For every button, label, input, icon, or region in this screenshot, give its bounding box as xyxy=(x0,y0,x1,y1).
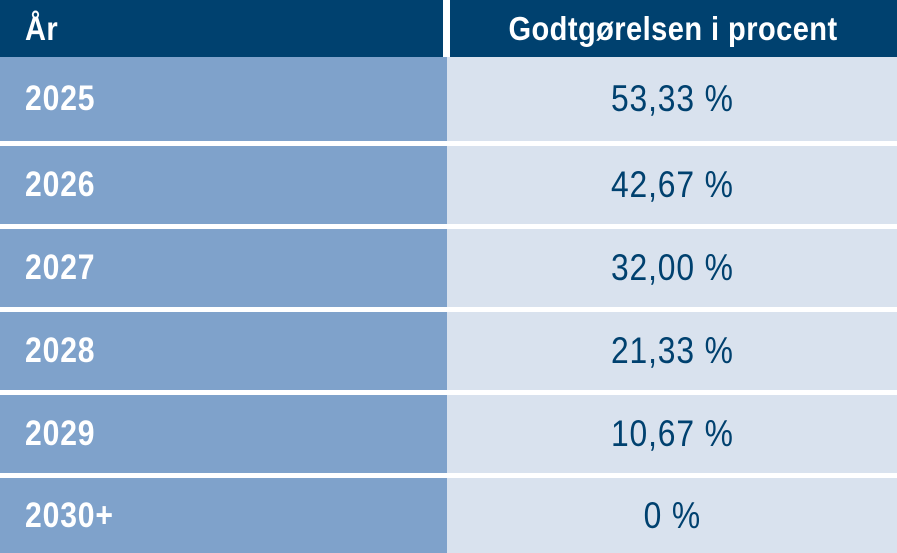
year-label: 2029 xyxy=(25,414,96,453)
table-row-2029: 2029 10,67 % xyxy=(0,395,897,473)
value-label: 21,33 % xyxy=(610,330,734,371)
value-cell: 10,67 % xyxy=(447,395,897,473)
year-column-header: År xyxy=(0,0,443,57)
year-label: 2027 xyxy=(25,248,96,287)
value-cell: 53,33 % xyxy=(447,57,897,141)
year-label: 2028 xyxy=(25,331,96,370)
table-row-2026: 2026 42,67 % xyxy=(0,146,897,224)
year-label: 2030+ xyxy=(25,495,114,535)
table-row-2027: 2027 32,00 % xyxy=(0,229,897,307)
year-cell: 2027 xyxy=(0,229,447,307)
value-cell: 32,00 % xyxy=(447,229,897,307)
value-cell: 42,67 % xyxy=(447,146,897,224)
year-cell: 2028 xyxy=(0,312,447,390)
value-cell: 0 % xyxy=(447,478,897,553)
year-cell: 2030+ xyxy=(0,478,447,553)
table-row-2030plus: 2030+ 0 % xyxy=(0,478,897,553)
year-cell: 2029 xyxy=(0,395,447,473)
value-label: 10,67 % xyxy=(610,413,734,454)
year-label: 2026 xyxy=(25,165,96,204)
table-row-2025: 2025 53,33 % xyxy=(0,57,897,141)
year-column-header-label: År xyxy=(25,9,59,47)
table-header-row: År Godtgørelsen i procent xyxy=(0,0,897,57)
value-label: 0 % xyxy=(643,494,701,536)
value-column-header-label: Godtgørelsen i procent xyxy=(508,9,839,47)
value-label: 53,33 % xyxy=(610,78,734,119)
year-label: 2025 xyxy=(25,79,96,118)
year-cell: 2026 xyxy=(0,146,447,224)
column-divider xyxy=(443,0,450,57)
value-column-header: Godtgørelsen i procent xyxy=(450,0,897,57)
year-cell: 2025 xyxy=(0,57,447,141)
value-label: 32,00 % xyxy=(610,247,734,288)
value-label: 42,67 % xyxy=(610,164,734,205)
table-row-2028: 2028 21,33 % xyxy=(0,312,897,390)
value-cell: 21,33 % xyxy=(447,312,897,390)
